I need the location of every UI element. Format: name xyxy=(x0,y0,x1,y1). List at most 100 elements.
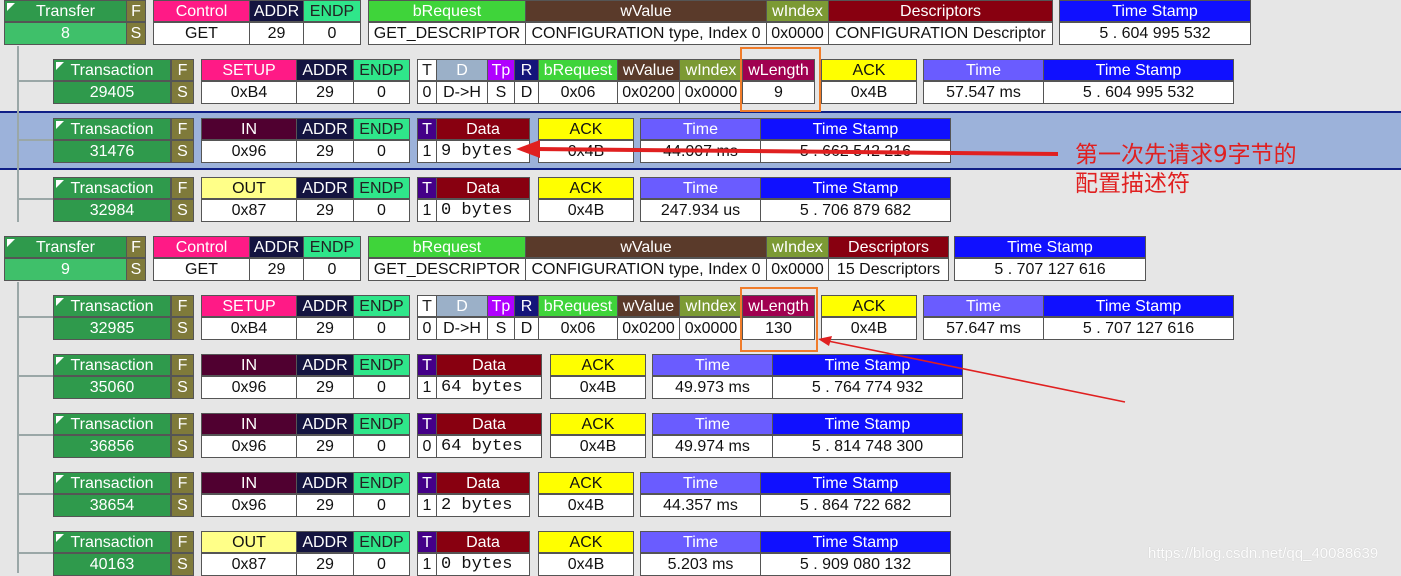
descriptors-header: Descriptors xyxy=(828,236,949,258)
flag-f: F xyxy=(171,295,194,317)
timestamp-value: 5 . 864 722 682 xyxy=(760,494,951,517)
timestamp-header: Time Stamp xyxy=(1043,59,1234,81)
toggle-value: 1 xyxy=(417,140,437,163)
out-pid-header: OUT xyxy=(201,531,297,553)
in-pid-header: IN xyxy=(201,354,297,376)
transaction-label[interactable]: Transaction xyxy=(53,177,171,199)
endp-value: 0 xyxy=(353,317,410,340)
brequest-value: GET_DESCRIPTOR xyxy=(368,22,526,45)
setup-pid-header: SETUP xyxy=(201,59,297,81)
addr-value: 29 xyxy=(296,435,354,458)
ack-header: ACK xyxy=(538,177,634,199)
endp-value: 0 xyxy=(353,494,410,517)
tree-line xyxy=(17,434,53,436)
data-header[interactable]: Data xyxy=(436,177,530,199)
timestamp-header: Time Stamp xyxy=(760,472,951,494)
time-value: 57.547 ms xyxy=(923,81,1044,104)
data-value[interactable]: 2 bytes xyxy=(436,494,530,517)
endp-value: 0 xyxy=(303,22,361,45)
addr-value: 29 xyxy=(296,199,354,222)
type-header: Tp xyxy=(487,295,515,317)
flag-s: S xyxy=(171,81,194,104)
timestamp-header: Time Stamp xyxy=(1059,0,1251,22)
transaction-label[interactable]: Transaction xyxy=(53,295,171,317)
addr-value: 29 xyxy=(296,376,354,399)
transaction-label[interactable]: Transaction xyxy=(53,118,171,140)
endp-value: 0 xyxy=(303,258,361,281)
data-value[interactable]: 64 bytes xyxy=(436,435,542,458)
time-value: 247.934 us xyxy=(640,199,761,222)
toggle-header: T xyxy=(417,177,437,199)
transaction-label[interactable]: Transaction xyxy=(53,531,171,553)
transaction-number[interactable]: 35060 xyxy=(53,376,171,399)
data-header[interactable]: Data xyxy=(436,472,530,494)
transaction-label[interactable]: Transaction xyxy=(53,354,171,376)
toggle-header: T xyxy=(417,531,437,553)
recipient-value: D xyxy=(514,317,539,340)
direction-header: D xyxy=(436,59,488,81)
time-value: 49.974 ms xyxy=(652,435,773,458)
transfer-label[interactable]: Transfer xyxy=(4,236,127,258)
tree-line xyxy=(17,282,19,573)
transfer-number[interactable]: 8 xyxy=(4,22,127,45)
data-header[interactable]: Data xyxy=(436,118,530,140)
in-pid-header: IN xyxy=(201,118,297,140)
addr-value: 29 xyxy=(296,317,354,340)
windex-value: 0x0000 xyxy=(766,258,829,281)
transaction-label[interactable]: Transaction xyxy=(53,472,171,494)
control-value: GET xyxy=(153,258,250,281)
data-value[interactable]: 0 bytes xyxy=(436,553,530,576)
addr-header: ADDR xyxy=(296,118,354,140)
transaction-label[interactable]: Transaction xyxy=(53,59,171,81)
data-value[interactable]: 9 bytes xyxy=(436,140,530,163)
transaction-number[interactable]: 31476 xyxy=(53,140,171,163)
out-pid-header: OUT xyxy=(201,177,297,199)
time-header: Time xyxy=(640,118,761,140)
tree-line xyxy=(17,552,53,554)
tree-line xyxy=(17,80,53,82)
brequest-header: bRequest xyxy=(368,236,526,258)
addr-value: 29 xyxy=(296,494,354,517)
addr-value: 29 xyxy=(296,140,354,163)
data-header[interactable]: Data xyxy=(436,354,542,376)
ack-header: ACK xyxy=(550,413,646,435)
brequest-value: 0x06 xyxy=(538,317,618,340)
brequest-value: GET_DESCRIPTOR xyxy=(368,258,526,281)
flag-s: S xyxy=(171,494,194,517)
transaction-number[interactable]: 38654 xyxy=(53,494,171,517)
windex-header: wIndex xyxy=(679,295,743,317)
transaction-number[interactable]: 32984 xyxy=(53,199,171,222)
transaction-number[interactable]: 29405 xyxy=(53,81,171,104)
recipient-header: R xyxy=(514,295,539,317)
ack-value: 0x4B xyxy=(538,494,634,517)
data-header[interactable]: Data xyxy=(436,413,542,435)
type-header: Tp xyxy=(487,59,515,81)
data-header[interactable]: Data xyxy=(436,531,530,553)
transaction-number[interactable]: 36856 xyxy=(53,435,171,458)
toggle-header: T xyxy=(417,59,437,81)
addr-header: ADDR xyxy=(296,531,354,553)
flag-s: S xyxy=(126,22,146,45)
endp-header: ENDP xyxy=(353,354,410,376)
data-value[interactable]: 64 bytes xyxy=(436,376,542,399)
in-pid-header: IN xyxy=(201,413,297,435)
toggle-value: 0 xyxy=(417,435,437,458)
transaction-number[interactable]: 40163 xyxy=(53,553,171,576)
transfer-number[interactable]: 9 xyxy=(4,258,127,281)
flag-s: S xyxy=(171,199,194,222)
direction-value: D->H xyxy=(436,317,488,340)
ack-header: ACK xyxy=(538,118,634,140)
setup-pid-header: SETUP xyxy=(201,295,297,317)
data-value[interactable]: 0 bytes xyxy=(436,199,530,222)
wlength-value: 130 xyxy=(742,317,815,340)
addr-header: ADDR xyxy=(296,413,354,435)
transaction-number[interactable]: 32985 xyxy=(53,317,171,340)
transaction-label[interactable]: Transaction xyxy=(53,413,171,435)
tree-line xyxy=(17,139,53,141)
transfer-label[interactable]: Transfer xyxy=(4,0,127,22)
flag-f: F xyxy=(171,472,194,494)
pid-value: 0x96 xyxy=(201,435,297,458)
endp-header: ENDP xyxy=(353,531,410,553)
recipient-value: D xyxy=(514,81,539,104)
pid-value: 0x87 xyxy=(201,553,297,576)
